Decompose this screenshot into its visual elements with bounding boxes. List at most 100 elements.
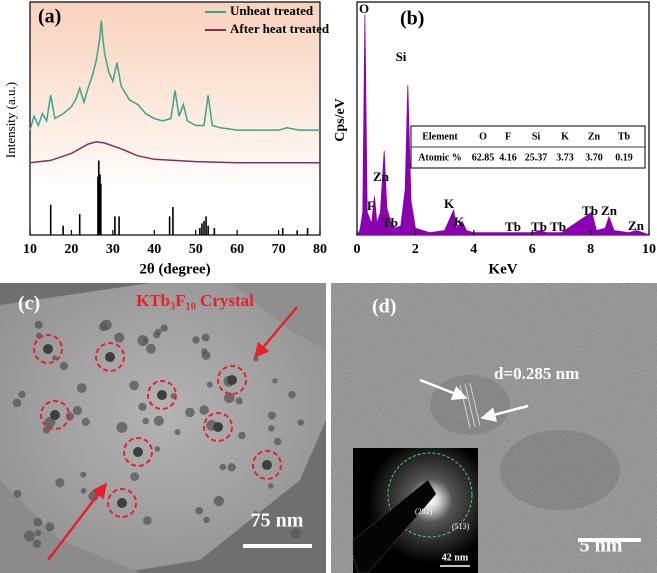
nanocrystal [45, 522, 55, 532]
table-header: Zn [588, 131, 601, 142]
nanocrystal [274, 437, 282, 446]
ring-label: (513) [452, 522, 470, 531]
scale-label: 5 nm [580, 535, 623, 557]
nanocrystal [268, 425, 275, 432]
nanocrystal [55, 478, 65, 488]
peak-label: Zn [601, 203, 618, 218]
x-tick-label: 80 [313, 242, 327, 257]
x-tick-label: 60 [230, 242, 244, 257]
series-line [29, 20, 320, 131]
x-axis-label: 2θ (degree) [139, 261, 210, 277]
peak-label: Si [396, 49, 407, 64]
x-tick-label: 2 [412, 242, 419, 257]
nanocrystal [129, 380, 139, 391]
nanocrystal [24, 530, 35, 542]
nanocrystal [213, 495, 224, 507]
nanocrystal [18, 390, 26, 398]
nanocrystal [297, 419, 304, 426]
peak-label: K [444, 196, 455, 211]
peak-label: Zn [628, 218, 645, 233]
nanocrystal [224, 392, 235, 404]
nanocrystal [44, 416, 56, 428]
highlight-circle [123, 437, 153, 467]
d-spacing-label: d=0.285 nm [494, 364, 579, 383]
nanocrystal [153, 415, 164, 426]
highlight-circle [147, 380, 177, 410]
nanocrystal [199, 405, 209, 415]
nanocrystal [268, 483, 274, 489]
nanocrystal [72, 405, 82, 416]
x-tick-label: 0 [354, 242, 361, 257]
ring-label: (202) [415, 507, 433, 516]
nanocrystal [262, 460, 272, 470]
peak-label: K [454, 214, 465, 229]
diffraction-inset [352, 448, 478, 573]
nanocrystal [235, 397, 243, 405]
nanocrystal [34, 320, 43, 329]
peak-label: Zn [373, 169, 390, 184]
arrow [480, 404, 529, 422]
highlight-circle [217, 365, 247, 395]
nanocrystal [288, 390, 296, 399]
x-tick-label: 30 [106, 242, 120, 257]
nanocrystal [32, 539, 42, 548]
peak-label: F [367, 198, 375, 213]
highlight-circles [33, 334, 282, 518]
panel-label: (a) [38, 6, 61, 28]
nanocrystal [206, 381, 213, 388]
panel-label: (c) [18, 293, 40, 315]
nanocrystal [59, 361, 68, 371]
table-cell: 25.37 [525, 152, 548, 163]
caption: KTb₃F₁₀ Crystal [136, 291, 254, 310]
table-header: O [479, 131, 487, 142]
nanocrystal [114, 332, 125, 343]
nanocrystal [290, 528, 301, 539]
nanocrystal [50, 410, 60, 420]
nanocrystal [227, 375, 237, 385]
legend-label: Unheat treated [230, 3, 314, 18]
y-axis-label: Intensity (a.u.) [3, 82, 18, 158]
arrow [419, 378, 468, 401]
plot-background [30, 2, 320, 235]
spectrum-area [356, 14, 650, 236]
nanocrystal [133, 447, 143, 457]
arrow [47, 482, 107, 561]
x-tick-label: 20 [64, 242, 78, 257]
table-cell: Atomic % [418, 152, 462, 163]
nanocrystal [137, 335, 149, 347]
peak-label: Tb [382, 215, 398, 230]
nanocrystal [116, 421, 128, 433]
legend-label: After heat treated [230, 21, 330, 36]
peak-label: Tb [550, 219, 566, 234]
scale-label: 75 nm [251, 510, 304, 532]
nanocrystal [34, 529, 42, 537]
table-cell: 62.85 [472, 152, 495, 163]
highlight-circle [203, 412, 233, 442]
x-tick-label: 50 [189, 242, 203, 257]
nanocrystal [117, 498, 127, 508]
nanocrystal [185, 407, 195, 418]
nanocrystal [253, 511, 259, 517]
nanocrystal [81, 417, 90, 426]
nanocrystals [12, 319, 304, 548]
panel-label: (d) [372, 296, 396, 318]
highlight-circle [107, 488, 137, 518]
highlight-circle [95, 342, 125, 372]
x-tick-label: 8 [587, 242, 594, 257]
highlight-circle [40, 400, 70, 430]
nanocrystal [174, 429, 181, 436]
table-header: Tb [618, 131, 631, 142]
nanocrystal [203, 516, 210, 524]
nanocrystal [80, 471, 87, 478]
nanocrystal [142, 417, 149, 425]
nanocrystal [192, 336, 200, 344]
series-line [29, 141, 320, 164]
nanocrystal [138, 402, 147, 411]
nanocrystal [157, 390, 167, 400]
nanocrystal [143, 516, 152, 525]
x-tick-label: 40 [147, 242, 161, 257]
nanocrystal [52, 355, 58, 361]
peak-label: Tb [582, 203, 598, 218]
